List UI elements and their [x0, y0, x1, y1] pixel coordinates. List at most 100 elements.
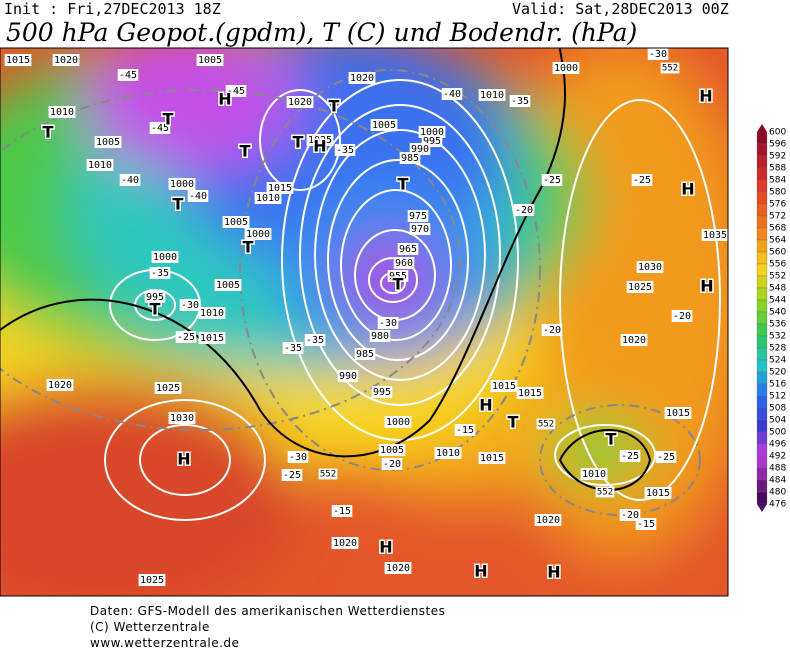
temperature-label: -30 [289, 452, 307, 463]
isobar-label-box [490, 380, 518, 392]
isobar-label-box [286, 96, 314, 108]
isobar-label: 1020 [333, 538, 357, 549]
isobar-label-box [478, 452, 506, 464]
isobar-label-box [306, 134, 334, 146]
isobar-label-box [636, 261, 664, 273]
isobar-label: 1005 [372, 120, 396, 131]
isobar-label-box [384, 562, 412, 574]
colorbar-cell [756, 479, 768, 493]
temperature-label: -35 [336, 145, 354, 156]
colorbar-label: 528 [769, 344, 786, 354]
isobar-label: 1020 [48, 380, 72, 391]
pressure-center: T [398, 175, 409, 194]
isobar-label: 975 [409, 211, 427, 222]
height-label: 552 [538, 420, 554, 430]
colorbar-cell [756, 239, 768, 253]
isobar-label: 1005 [224, 217, 248, 228]
isobar-label-box [397, 243, 419, 255]
colorbar-label: 520 [769, 368, 786, 378]
temperature-label: -45 [227, 86, 245, 97]
temperature-label: -45 [151, 123, 169, 134]
isobar-label-box [409, 223, 431, 235]
temperature-label-box [441, 88, 463, 100]
552-line [558, 429, 652, 491]
height-label-box [595, 486, 615, 498]
temperature-label: -30 [181, 300, 199, 311]
isobar-label: 1000 [153, 252, 177, 263]
colorbar-label: 508 [769, 404, 786, 414]
isobar-label: 1025 [308, 135, 332, 146]
colorbar-label: 532 [769, 332, 786, 342]
temperature-label: -25 [657, 452, 675, 463]
temperature-label: -45 [119, 70, 137, 81]
height-label-box [660, 62, 680, 74]
colorbar-label: 540 [769, 308, 786, 318]
colorbar-label: 500 [769, 428, 786, 438]
temperature-label: -40 [443, 89, 461, 100]
isobar-label: 1020 [54, 55, 78, 66]
temperature-label-box [331, 505, 353, 517]
colorbar-label: 476 [769, 500, 786, 510]
isobar-label-box [644, 487, 672, 499]
pressure-center: H [218, 90, 231, 109]
temperature-label-box [541, 324, 563, 336]
isobar-label: 1025 [156, 383, 180, 394]
isobar-label-box [534, 514, 562, 526]
pressure-center: T [329, 97, 340, 116]
isobar-label: 1020 [622, 335, 646, 346]
isobar-label-box [620, 334, 648, 346]
isobar-label-box [407, 210, 429, 222]
colorbar-label: 560 [769, 248, 786, 258]
pressure-center: H [547, 563, 560, 582]
map-title: 500 hPa Geopot.(gpdm), T (C) und Bodendr… [6, 18, 638, 47]
temperature-label: -25 [621, 451, 639, 462]
colorbar-cell [756, 215, 768, 229]
isobar-label: 1025 [628, 282, 652, 293]
isobar-label: 1000 [420, 127, 444, 138]
colorbar-cell [756, 251, 768, 265]
isobar-label-box [552, 62, 580, 74]
colorbar-label: 572 [769, 212, 786, 222]
colorbar-label: 496 [769, 440, 786, 450]
isobar-label-box [331, 537, 359, 549]
isobar-label-box [46, 379, 74, 391]
isobar-label-box [337, 370, 359, 382]
pressure-center: T [393, 275, 404, 294]
isobar-label: 980 [371, 331, 389, 342]
isobar-label: 1025 [140, 575, 164, 586]
colorbar-label: 512 [769, 392, 786, 402]
temperature-label-box [377, 317, 399, 329]
temperature-label: -15 [637, 519, 655, 530]
colorbar-label: 568 [769, 224, 786, 234]
colorbar-arrow [757, 124, 767, 132]
colorbar-label: 544 [769, 296, 786, 306]
isobar-label: 1010 [200, 308, 224, 319]
pressure-center: T [508, 413, 519, 432]
isobar-label-box [198, 332, 226, 344]
isobar-label: 955 [389, 271, 407, 282]
colorbar-cell [756, 155, 768, 169]
colorbar-label: 504 [769, 416, 786, 426]
pressure-center: T [43, 123, 54, 142]
temperature-label: -15 [456, 425, 474, 436]
isobar-label-box [369, 330, 391, 342]
isobar-label-box [222, 216, 250, 228]
isobar-label-box [254, 192, 282, 204]
temperature-label: -35 [306, 335, 324, 346]
temperature-label-box [282, 342, 304, 354]
isobar-label: 985 [356, 349, 374, 360]
isobar-label: 990 [339, 371, 357, 382]
colorbar-cell [756, 227, 768, 241]
colorbar-cell [756, 395, 768, 409]
temperature-label: -35 [151, 268, 169, 279]
temperature-label-box [513, 204, 535, 216]
colorbar-cell [756, 431, 768, 445]
isobar-label: 1010 [436, 448, 460, 459]
colorbar-label: 556 [769, 260, 786, 270]
temperature-label: -20 [383, 459, 401, 470]
colorbar-label: 548 [769, 284, 786, 294]
temperature-label: -20 [673, 311, 691, 322]
colorbar-cell [756, 407, 768, 421]
isobar-label-box [151, 251, 179, 263]
isobar-label-box [478, 89, 506, 101]
